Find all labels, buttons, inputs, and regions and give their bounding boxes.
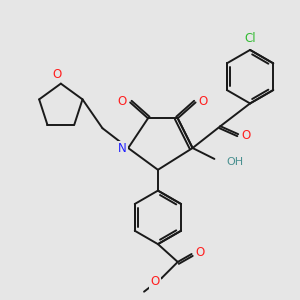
Text: O: O xyxy=(52,68,62,81)
Text: O: O xyxy=(242,129,251,142)
Text: O: O xyxy=(195,245,204,259)
Text: Cl: Cl xyxy=(244,32,256,44)
Text: OH: OH xyxy=(226,157,243,167)
Text: O: O xyxy=(150,275,160,288)
Text: O: O xyxy=(118,95,127,108)
Text: O: O xyxy=(199,95,208,108)
Text: N: N xyxy=(118,142,127,154)
